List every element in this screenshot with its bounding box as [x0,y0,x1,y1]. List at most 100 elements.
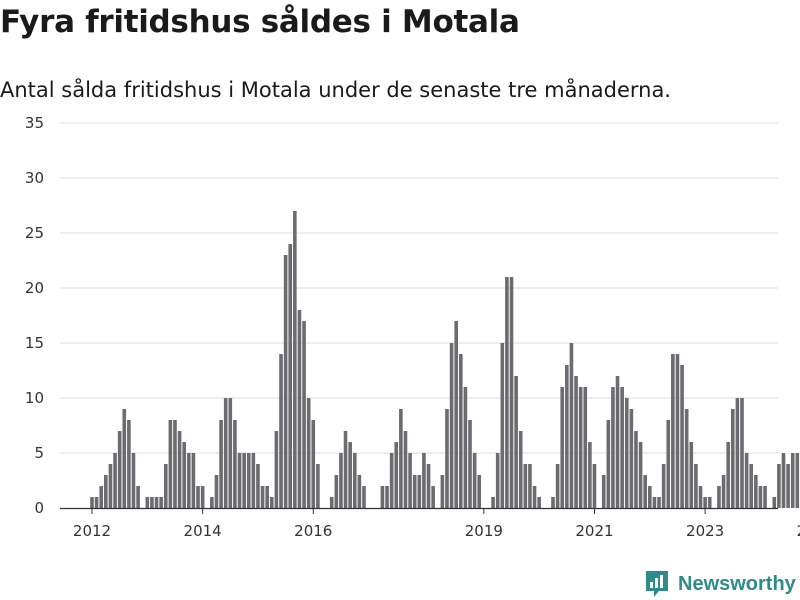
bar [339,453,343,508]
bar [200,486,205,508]
bar [422,453,426,508]
bar [362,486,366,508]
bar [615,376,620,508]
bar [611,387,615,508]
bar [652,497,657,508]
bar [417,475,422,508]
bar [122,409,127,508]
bar [311,420,316,508]
bar [412,475,417,508]
bar [643,475,647,508]
bar [537,497,541,508]
bar [168,420,173,508]
y-tick-label: 10 [25,389,44,407]
bar [671,354,675,508]
bar [592,464,597,508]
bar [191,453,196,508]
bar [578,387,583,508]
bar [108,464,113,508]
bar [177,431,182,508]
bar [302,321,306,508]
bar [528,464,532,508]
bar [744,453,749,508]
y-tick-label: 15 [25,334,44,352]
bar [740,398,744,508]
bar [131,453,136,508]
x-tick-label: 2012 [73,522,111,540]
x-tick-label: 2021 [575,522,613,540]
x-tick-label: 2023 [686,522,724,540]
bar [145,497,150,508]
bar [182,442,186,508]
y-tick-label: 20 [25,279,44,297]
chart-subtitle: Antal sålda fritidshus i Motala under de… [0,78,671,102]
bar [380,486,385,508]
bar [763,486,767,508]
bar [173,420,177,508]
bar [601,475,606,508]
bar [293,211,297,508]
y-tick-label: 0 [34,499,44,517]
y-tick-label: 35 [25,114,44,132]
bar [588,442,592,508]
bar [399,409,403,508]
bar [389,453,394,508]
bar [532,486,537,508]
bar [505,277,509,508]
bar [675,354,680,508]
bar [463,387,468,508]
bar [555,464,560,508]
bar [223,398,228,508]
bar [698,486,703,508]
bar [551,497,555,508]
bar [726,442,730,508]
bar [385,486,389,508]
bar [790,453,795,508]
bar [352,453,357,508]
bar [297,310,302,508]
bar [117,431,122,508]
bar [680,365,684,508]
bar [754,475,758,508]
bar [306,398,311,508]
bar [495,453,500,508]
bar [159,497,163,508]
bar [758,486,763,508]
bar [210,497,214,508]
bar [707,497,712,508]
bar [269,497,274,508]
bar [735,398,740,508]
bar [606,420,611,508]
bar [260,486,265,508]
bar [634,431,638,508]
bar [472,453,477,508]
bar [150,497,154,508]
bar [274,431,279,508]
bar [237,453,242,508]
bar [638,442,643,508]
bar [251,453,256,508]
newsworthy-logo-icon [646,571,668,597]
bar [749,464,754,508]
bar [104,475,108,508]
bar [624,398,629,508]
bar [574,376,578,508]
bar [288,244,293,508]
bar [426,464,431,508]
bar [440,475,445,508]
bar [214,475,219,508]
bar [703,497,707,508]
bars [90,211,800,508]
bar [523,464,528,508]
bar [491,497,495,508]
bar [689,442,694,508]
bar [620,387,624,508]
bar [242,453,246,508]
bar [196,486,200,508]
bar [560,387,565,508]
bar [283,255,288,508]
bar [348,442,352,508]
bar [90,497,94,508]
